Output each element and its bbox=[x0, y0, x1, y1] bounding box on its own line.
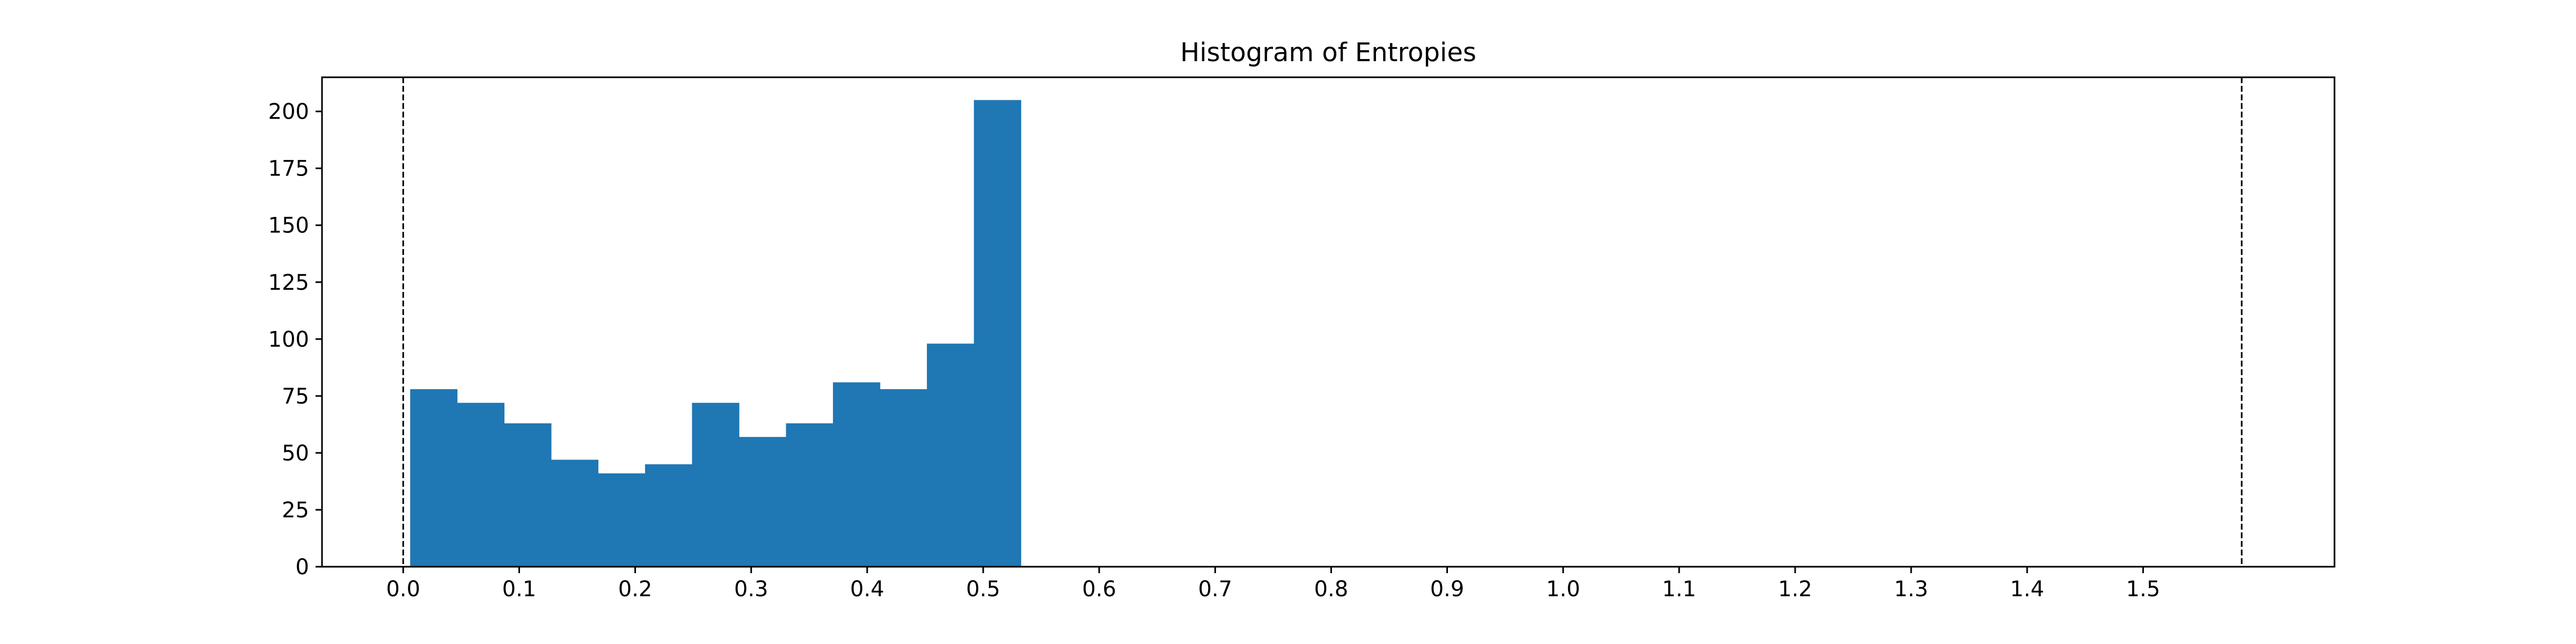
histogram-bar bbox=[410, 389, 458, 567]
histogram-bar bbox=[645, 464, 693, 567]
y-axis: 0 25 50 75 100 125 150 175 200 bbox=[268, 100, 322, 580]
y-tick-label: 175 bbox=[268, 157, 309, 181]
x-tick-label: 1.0 bbox=[1546, 577, 1580, 602]
histogram-bar bbox=[504, 423, 552, 567]
x-tick-label: 0.8 bbox=[1314, 577, 1349, 602]
x-axis: 0.0 0.1 0.2 0.3 0.4 0.5 0.6 0.7 0.8 0.9 1.0 1.1 1.2 1… bbox=[386, 567, 2160, 602]
x-tick-label: 1.5 bbox=[2126, 577, 2161, 602]
x-tick-label: 0.3 bbox=[734, 577, 769, 602]
histogram-bar bbox=[974, 100, 1021, 567]
histogram-bar bbox=[786, 423, 833, 567]
histogram-bar bbox=[880, 389, 927, 567]
bars-layer bbox=[410, 100, 1021, 567]
x-tick-label: 0.4 bbox=[850, 577, 884, 602]
histogram-bar bbox=[833, 382, 881, 567]
reference-lines-layer bbox=[402, 77, 2243, 567]
x-tick-label: 0.2 bbox=[618, 577, 653, 602]
x-tick-label: 1.1 bbox=[1662, 577, 1696, 602]
histogram-bar bbox=[598, 473, 646, 567]
y-tick-label: 75 bbox=[282, 384, 309, 409]
plot-frame bbox=[321, 76, 2336, 568]
y-tick-label: 150 bbox=[268, 214, 309, 238]
y-tick-label: 200 bbox=[268, 100, 309, 125]
y-tick-label: 50 bbox=[282, 441, 309, 466]
x-tick-label: 0.9 bbox=[1430, 577, 1465, 602]
x-tick-label: 1.3 bbox=[1894, 577, 1928, 602]
x-tick-label: 0.6 bbox=[1082, 577, 1116, 602]
y-tick-label: 25 bbox=[282, 498, 309, 523]
histogram-bar bbox=[739, 437, 787, 567]
chart-title: Histogram of Entropies bbox=[1180, 38, 1476, 68]
x-tick-label: 0.7 bbox=[1198, 577, 1232, 602]
histogram-bar bbox=[551, 459, 599, 567]
y-tick-label: 0 bbox=[296, 555, 309, 580]
x-tick-label: 1.4 bbox=[2010, 577, 2044, 602]
histogram-bar bbox=[927, 343, 975, 567]
histogram-bar bbox=[692, 402, 740, 567]
y-tick-label: 100 bbox=[268, 327, 309, 352]
histogram-bar bbox=[457, 402, 504, 567]
x-tick-label: 0.0 bbox=[386, 577, 420, 602]
x-tick-label: 0.1 bbox=[502, 577, 537, 602]
x-tick-label: 0.5 bbox=[966, 577, 1000, 602]
x-tick-label: 1.2 bbox=[1778, 577, 1812, 602]
y-tick-label: 125 bbox=[268, 270, 309, 295]
